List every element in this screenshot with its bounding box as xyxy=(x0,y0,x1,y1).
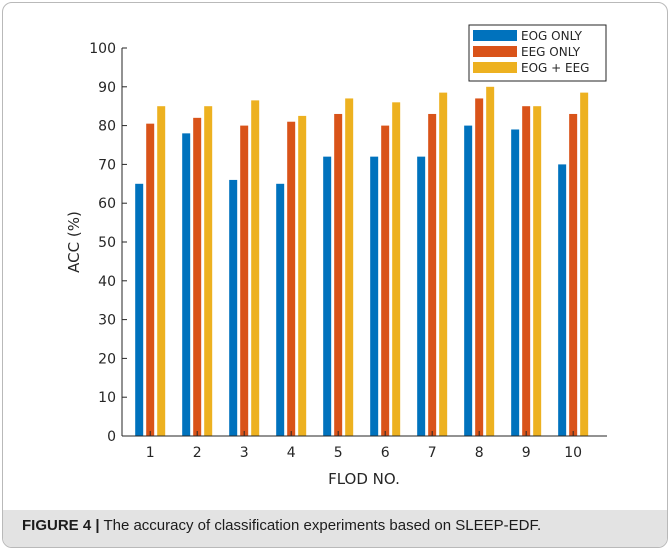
bar-eog-eeg-2 xyxy=(204,106,213,436)
caption-label: FIGURE 4 | xyxy=(22,517,100,534)
bar-eog-only-7 xyxy=(417,156,426,436)
bar-eog-eeg-6 xyxy=(392,102,401,436)
bar-eog-only-8 xyxy=(464,125,473,436)
y-axis-label: ACC (%) xyxy=(65,211,83,273)
bar-eog-eeg-9 xyxy=(533,106,542,436)
bar-eog-only-3 xyxy=(229,179,238,437)
bar-eog-eeg-8 xyxy=(486,86,495,437)
bar-eog-only-6 xyxy=(370,156,379,436)
x-tick-label: 5 xyxy=(334,445,343,461)
bar-eeg-only-9 xyxy=(522,106,531,436)
bar-eog-eeg-4 xyxy=(298,115,307,437)
bar-eog-eeg-10 xyxy=(580,92,589,437)
bar-eeg-only-5 xyxy=(334,113,343,437)
y-tick-label: 10 xyxy=(98,390,116,406)
y-tick-label: 20 xyxy=(98,351,116,367)
legend-entry: EOG ONLY xyxy=(521,29,583,43)
y-tick-label: 60 xyxy=(98,196,116,212)
y-tick-label: 90 xyxy=(98,80,116,96)
y-tick-label: 40 xyxy=(98,274,116,290)
bar-eog-eeg-7 xyxy=(439,92,448,437)
axes: 0 10 20 30 40 50 60 70 80 90 100 1 2 3 4 5 6 7 8 9 10 xyxy=(89,41,607,461)
y-tick-label: 80 xyxy=(98,119,116,135)
bar-eog-only-9 xyxy=(511,129,520,437)
bar-eog-eeg-5 xyxy=(345,98,354,436)
y-tick-label: 30 xyxy=(98,313,116,329)
bar-eeg-only-10 xyxy=(569,113,578,437)
bar-eeg-only-4 xyxy=(287,121,296,436)
legend-swatch xyxy=(473,30,517,41)
bar-eog-eeg-3 xyxy=(251,100,260,436)
caption-text: The accuracy of classification experimen… xyxy=(99,517,542,534)
bar-eeg-only-8 xyxy=(475,98,484,436)
bar-eog-only-10 xyxy=(558,164,567,436)
x-tick-label: 6 xyxy=(381,445,390,461)
bar-group xyxy=(135,86,589,437)
bar-eeg-only-3 xyxy=(240,125,249,436)
x-tick-label: 3 xyxy=(240,445,249,461)
x-tick-label: 2 xyxy=(193,445,202,461)
legend-entry: EEG ONLY xyxy=(521,45,581,59)
figure-caption: FIGURE 4 | The accuracy of classificatio… xyxy=(22,517,662,534)
y-tick-label: 0 xyxy=(107,429,116,445)
x-tick-label: 8 xyxy=(475,445,484,461)
y-tick-label: 50 xyxy=(98,235,116,251)
bar-eog-only-2 xyxy=(182,133,191,437)
caption-band xyxy=(3,510,667,547)
bar-eog-only-1 xyxy=(135,183,144,436)
x-axis-label: FLOD NO. xyxy=(328,470,400,488)
bar-eeg-only-2 xyxy=(193,117,202,436)
bar-chart: 0 10 20 30 40 50 60 70 80 90 100 1 2 3 4 5 6 7 8 9 10 ACC (%… xyxy=(65,24,607,488)
x-tick-label: 4 xyxy=(287,445,296,461)
x-tick-label: 9 xyxy=(522,445,531,461)
bar-eog-eeg-1 xyxy=(157,106,166,436)
bar-eog-only-5 xyxy=(323,156,332,436)
legend-entry: EOG + EEG xyxy=(521,61,589,75)
x-tick-label: 7 xyxy=(428,445,437,461)
y-tick-label: 100 xyxy=(89,41,116,57)
legend: EOG ONLY EEG ONLY EOG + EEG xyxy=(468,24,607,82)
x-tick-label: 10 xyxy=(564,445,582,461)
bar-eog-only-4 xyxy=(276,183,285,436)
bar-eeg-only-7 xyxy=(428,113,437,437)
bar-eeg-only-1 xyxy=(146,123,155,436)
legend-swatch xyxy=(473,62,517,73)
bar-eeg-only-6 xyxy=(381,125,390,436)
legend-swatch xyxy=(473,46,517,57)
x-tick-label: 1 xyxy=(146,445,155,461)
y-tick-label: 70 xyxy=(98,157,116,173)
